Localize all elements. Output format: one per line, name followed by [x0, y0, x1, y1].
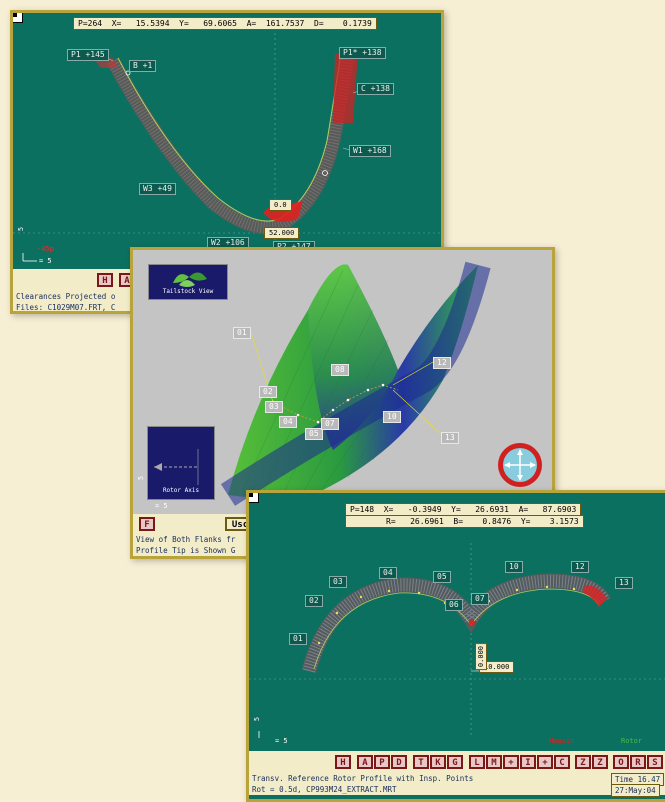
- scale-label: = 5: [275, 737, 288, 745]
- inspection-point-01: 01: [233, 327, 251, 339]
- inspection-point-08: 08: [331, 364, 349, 376]
- toolbar-button-p[interactable]: P: [374, 755, 390, 769]
- toolbar-button-r[interactable]: R: [630, 755, 646, 769]
- tailstock-view-label: Tailstock View: [149, 288, 227, 295]
- point-label-c: C +138: [357, 83, 394, 95]
- inspection-point-02: 02: [259, 386, 277, 398]
- inspection-point-04: 04: [279, 416, 297, 428]
- toolbar-button-i[interactable]: I: [520, 755, 536, 769]
- dimension-vertical: 0.000: [475, 643, 487, 670]
- toolbar-button-h[interactable]: H: [97, 273, 113, 287]
- inspection-point-05: 05: [433, 571, 451, 583]
- point-label-b: B +1: [129, 60, 156, 72]
- toolbar-button-t[interactable]: T: [413, 755, 429, 769]
- axis-number: 5: [137, 476, 145, 480]
- inspection-point-13: 13: [615, 577, 633, 589]
- inspection-point-03: 03: [265, 401, 283, 413]
- toolbar-button-o[interactable]: O: [613, 755, 629, 769]
- point-label-p1: P1 +145: [67, 49, 109, 61]
- inspection-point-07: 07: [321, 418, 339, 430]
- point-label-p1-star: P1* +138: [339, 47, 386, 59]
- compass-icon[interactable]: [498, 443, 542, 487]
- point-label-w1: W1 +168: [349, 145, 391, 157]
- inspection-point-13: 13: [441, 432, 459, 444]
- inspection-point-01: 01: [289, 633, 307, 645]
- toolbar-button-z[interactable]: Z: [575, 755, 591, 769]
- inspection-point-04: 04: [379, 567, 397, 579]
- scale-label: = 5: [155, 502, 168, 510]
- inspection-point-06: 06: [445, 599, 463, 611]
- tailstock-view-panel[interactable]: Tailstock View: [148, 264, 228, 300]
- toolbar-button-f[interactable]: F: [139, 517, 155, 531]
- inspection-point-12: 12: [433, 357, 451, 369]
- inspection-point-07: 07: [471, 593, 489, 605]
- inspection-point-12: 12: [571, 561, 589, 573]
- toolbar-button-k[interactable]: K: [430, 755, 446, 769]
- rotor-profile-canvas[interactable]: [249, 493, 665, 738]
- toolbar-button-s[interactable]: S: [647, 755, 663, 769]
- inspection-point-10: 10: [383, 411, 401, 423]
- toolbar-button-z-2[interactable]: Z: [592, 755, 608, 769]
- toolbar: H A P D T K G L M + I + C Z Z O R S O: [249, 751, 665, 773]
- legend-housing: Housin: [549, 737, 574, 745]
- rotor-axis-label: Rotor Axis: [148, 487, 214, 494]
- window-rotor-profile[interactable]: P=148 X= -0.3949 Y= 26.6931 A= 87.6903 R…: [246, 490, 665, 802]
- inspection-point-05: 05: [305, 428, 323, 440]
- dimension-value: 52.000: [264, 227, 299, 239]
- axis-number: 5: [253, 717, 261, 721]
- inspection-point-02: 02: [305, 595, 323, 607]
- inspection-point-10: 10: [505, 561, 523, 573]
- toolbar-button-a[interactable]: A: [357, 755, 373, 769]
- red-legend: -45p: [37, 245, 54, 253]
- status-line-1: Transv. Reference Rotor Profile with Ins…: [249, 773, 665, 784]
- toolbar-button-g[interactable]: G: [447, 755, 463, 769]
- toolbar-button-m[interactable]: M: [486, 755, 502, 769]
- dimension-vertical: 0.0: [269, 199, 292, 211]
- point-label-w3: W3 +49: [139, 183, 176, 195]
- legend-rotor: Rotor: [621, 737, 642, 745]
- rotor-axis-panel: Rotor Axis: [147, 426, 215, 500]
- toolbar-button-l[interactable]: L: [469, 755, 485, 769]
- status-line-2: Rot = 0.5d, CP993M24_EXTRACT.MRT: [249, 784, 665, 795]
- inspection-point-03: 03: [329, 576, 347, 588]
- toolbar-button-h[interactable]: H: [335, 755, 351, 769]
- toolbar-button-d[interactable]: D: [391, 755, 407, 769]
- toolbar-button-c[interactable]: C: [554, 755, 570, 769]
- toolbar-button-plus-2[interactable]: +: [537, 755, 553, 769]
- toolbar-button-plus[interactable]: +: [503, 755, 519, 769]
- axis-number: 5: [17, 227, 25, 231]
- date-readout: 27:May:04: [611, 784, 660, 797]
- scale-label: = 5: [39, 257, 52, 265]
